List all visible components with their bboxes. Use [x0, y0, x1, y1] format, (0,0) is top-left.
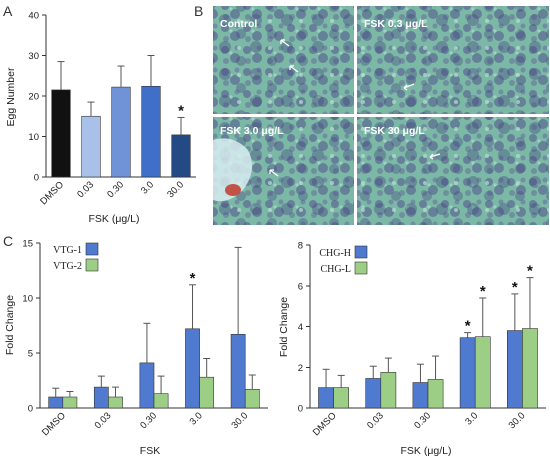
arrow-icon: [280, 39, 290, 47]
legend-label: CHG-H: [319, 248, 351, 259]
bar: [171, 134, 191, 178]
legend-label: VTG-2: [53, 261, 82, 272]
micrograph-fsk-30: FSK 30 μg/L: [357, 117, 549, 225]
bar: [153, 393, 169, 409]
bar: [230, 333, 246, 409]
x-tick-label: 0.03: [365, 410, 386, 431]
legend-label: VTG-1: [53, 245, 82, 256]
y-tick-label: 0: [28, 404, 33, 415]
bar: [522, 328, 538, 409]
chart-c-chg: Fold Change FSK (μg/L) 0 2 4 6 8 DMSO 0.03 0.30…: [278, 241, 546, 457]
bar: [244, 388, 260, 409]
significance-star: *: [178, 102, 184, 119]
bar: [412, 382, 429, 409]
y-tick-label: 8: [298, 241, 303, 252]
bar: [185, 328, 200, 409]
micrograph-label: FSK 0.3 μg/L: [364, 18, 428, 30]
panel-letter-c: C: [3, 233, 13, 249]
y-tick-label: 20: [28, 92, 39, 103]
y-tick-label: 10: [22, 294, 33, 305]
legend-swatch: [354, 245, 368, 259]
y-tick-label: 0: [34, 173, 39, 184]
y-tick-label: 5: [28, 349, 33, 360]
y-tick-label: 40: [28, 11, 39, 22]
x-tick-label: 3.0: [188, 410, 205, 427]
legend-swatch: [354, 261, 368, 275]
legend-swatch: [85, 258, 99, 272]
bar: [333, 387, 350, 409]
bar: [141, 85, 161, 178]
bar: [365, 378, 382, 409]
bar: [474, 336, 491, 409]
x-tick-label: 0.30: [412, 410, 433, 431]
x-tick-label: 30.0: [229, 410, 250, 431]
chart-c-vtg: Fold Change FSK 0 5 10 15 DMSO 0.03 0.30 3.0 30.…: [4, 239, 268, 457]
bar: [199, 376, 215, 409]
bar: [108, 396, 123, 409]
arrow-icon: [289, 65, 299, 73]
chart-c-left-xlabel: FSK: [140, 445, 160, 457]
x-tick-label: 0.03: [93, 410, 114, 431]
x-tick-label: 0.30: [105, 179, 126, 200]
x-tick-label: 30.0: [165, 179, 186, 200]
y-tick-label: 10: [28, 132, 39, 143]
arrow-icon: [429, 153, 441, 160]
micrograph-fsk-0.3: FSK 0.3 μg/L: [357, 6, 549, 114]
chart-a-egg-number: Egg Number FSK (μg/L) 0 10 20 30 40 DMSO 0.03 0…: [5, 11, 196, 225]
y-tick-label: 15: [22, 239, 33, 250]
bar: [93, 386, 109, 409]
bar: [48, 396, 64, 409]
x-tick-label: DMSO: [311, 410, 339, 438]
arrow-icon: [403, 83, 415, 91]
micrograph-fsk-3.0: FSK 3.0 μg/L: [213, 117, 354, 225]
x-tick-label: 0.30: [138, 410, 159, 431]
x-tick-label: 0.03: [75, 179, 96, 200]
micrograph-grid: Control FSK 0.3 μg/L FSK 3.0 μg/L FSK 30…: [212, 4, 550, 226]
chart-a-xlabel: FSK (μg/L): [89, 213, 140, 225]
bar: [139, 362, 155, 409]
y-tick-label: 30: [28, 51, 39, 62]
y-tick-label: 4: [298, 322, 303, 333]
bar: [51, 89, 71, 178]
significance-star: *: [527, 263, 533, 280]
chart-c-right-xlabel: FSK (μg/L): [401, 445, 452, 457]
bar: [81, 115, 101, 178]
x-tick-label: DMSO: [40, 410, 68, 438]
x-tick-label: 3.0: [139, 179, 156, 196]
legend-label: CHG-L: [320, 264, 351, 275]
chart-c-left-ylabel: Fold Change: [4, 295, 16, 355]
micrograph-control: Control: [213, 6, 354, 114]
bar: [111, 86, 131, 178]
x-tick-label: DMSO: [38, 179, 66, 207]
bar: [427, 379, 444, 409]
significance-star: *: [480, 283, 486, 300]
y-tick-label: 0: [298, 404, 303, 415]
arrow-icon: [269, 169, 279, 177]
bar: [318, 387, 334, 409]
legend-swatch: [85, 242, 99, 256]
bar: [459, 337, 476, 409]
bar: [506, 330, 523, 409]
significance-star: *: [190, 270, 196, 287]
significance-star: *: [512, 279, 518, 296]
chart-c-right-ylabel: Fold Change: [278, 297, 290, 357]
panel-letter-b: B: [194, 3, 203, 19]
x-tick-label: 3.0: [463, 410, 480, 427]
bar: [380, 372, 397, 409]
micrograph-label: FSK 30 μg/L: [364, 125, 425, 137]
panel-letter-a: A: [3, 3, 13, 19]
bar: [62, 396, 78, 409]
x-tick-label: 30.0: [507, 410, 528, 431]
micrograph-label: FSK 3.0 μg/L: [220, 125, 284, 137]
micrograph-label: Control: [220, 18, 257, 30]
chart-a-ylabel: Egg Number: [5, 67, 17, 126]
significance-star: *: [465, 318, 471, 335]
y-tick-label: 6: [298, 281, 303, 292]
y-tick-label: 2: [298, 363, 303, 374]
